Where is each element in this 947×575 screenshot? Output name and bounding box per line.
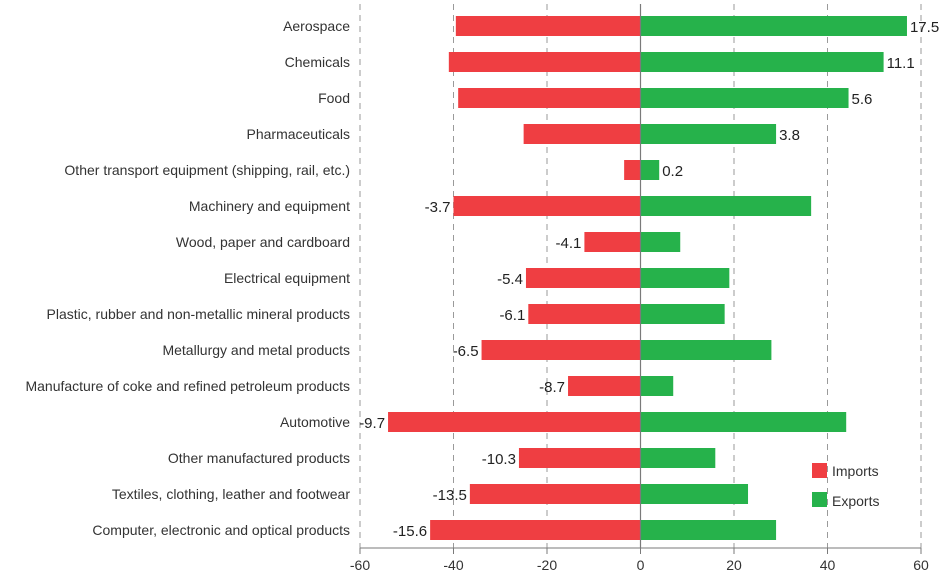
x-axis: -60 -40 -20 0 20 40 60 — [350, 4, 929, 573]
category-label: Computer, electronic and optical product… — [92, 522, 350, 538]
bar-imports-computer-electronic-and-optical-products — [430, 520, 641, 540]
x-tick-label: 40 — [820, 557, 836, 573]
category-label: Aerospace — [283, 18, 350, 34]
balance-label-electrical-equipment: -5.4 — [497, 271, 523, 288]
category-label: Textiles, clothing, leather and footwear — [112, 486, 350, 502]
bar-exports-wood-paper-and-cardboard — [640, 232, 681, 252]
bar-exports-other-manufactured-products — [640, 448, 716, 468]
bar-imports-manufacture-of-coke-and-refined-petroleum-products — [568, 376, 641, 396]
category-label: Automotive — [280, 414, 350, 430]
category-label: Manufacture of coke and refined petroleu… — [25, 378, 350, 394]
bars — [388, 16, 907, 540]
bar-exports-electrical-equipment — [640, 268, 730, 288]
bar-imports-pharmaceuticals — [523, 124, 641, 144]
x-tick-label: 20 — [726, 557, 742, 573]
x-tick-label: -60 — [350, 557, 370, 573]
balance-label-textiles-clothing-leather-and-footwear: -13.5 — [433, 487, 467, 504]
balance-label-metallurgy-and-metal-products: -6.5 — [453, 343, 479, 360]
balance-label-chemicals: 11.1 — [887, 55, 915, 72]
bar-imports-wood-paper-and-cardboard — [584, 232, 641, 252]
x-tick-label: 60 — [913, 557, 929, 573]
bar-exports-metallurgy-and-metal-products — [640, 340, 772, 360]
balance-label-plastic-rubber-and-non-metallic-mineral-products: -6.1 — [499, 307, 525, 324]
category-label: Food — [318, 90, 350, 106]
legend-swatch-imports — [812, 463, 827, 478]
bar-imports-metallurgy-and-metal-products — [481, 340, 641, 360]
bar-imports-food — [458, 88, 641, 108]
legend: Imports Exports — [812, 463, 879, 509]
balance-label-automotive: -9.7 — [359, 415, 385, 432]
legend-label-imports: Imports — [832, 463, 879, 479]
category-label: Plastic, rubber and non-metallic mineral… — [47, 306, 350, 322]
balance-label-machinery-and-equipment: -3.7 — [425, 199, 451, 216]
bar-exports-machinery-and-equipment — [640, 196, 812, 216]
balance-label-other-manufactured-products: -10.3 — [482, 451, 516, 468]
balance-label-other-transport-equipment-shipping-rail-etc: 0.2 — [662, 163, 683, 180]
bar-exports-plastic-rubber-and-non-metallic-mineral-products — [640, 304, 725, 324]
bar-imports-machinery-and-equipment — [453, 196, 641, 216]
bar-imports-automotive — [388, 412, 641, 432]
bar-exports-textiles-clothing-leather-and-footwear — [640, 484, 749, 504]
bar-exports-other-transport-equipment-shipping-rail-etc — [640, 160, 660, 180]
bar-imports-electrical-equipment — [525, 268, 641, 288]
balance-label-wood-paper-and-cardboard: -4.1 — [556, 235, 582, 252]
bar-imports-aerospace — [455, 16, 641, 36]
category-label: Metallurgy and metal products — [162, 342, 350, 358]
balance-label-food: 5.6 — [852, 91, 873, 108]
balance-label-manufacture-of-coke-and-refined-petroleum-products: -8.7 — [539, 379, 565, 396]
bar-exports-pharmaceuticals — [640, 124, 777, 144]
balance-label-aerospace: 17.5 — [910, 19, 939, 36]
bar-exports-computer-electronic-and-optical-products — [640, 520, 777, 540]
category-labels: Aerospace Chemicals Food Pharmaceuticals Oth… — [25, 18, 350, 538]
category-label: Pharmaceuticals — [247, 126, 351, 142]
balance-labels: 17.5 11.1 5.6 3.8 0.2 -3.7 -4.1 -5.4 -6.1 -6.5 -8.… — [359, 19, 939, 540]
category-label: Machinery and equipment — [189, 198, 350, 214]
category-label: Wood, paper and cardboard — [176, 234, 350, 250]
bar-exports-manufacture-of-coke-and-refined-petroleum-products — [640, 376, 674, 396]
bar-exports-aerospace — [640, 16, 907, 36]
bar-imports-chemicals — [448, 52, 641, 72]
balance-label-computer-electronic-and-optical-products: -15.6 — [393, 523, 427, 540]
bar-imports-other-manufactured-products — [518, 448, 641, 468]
category-label: Chemicals — [285, 54, 350, 70]
balance-label-pharmaceuticals: 3.8 — [779, 127, 800, 144]
bar-imports-other-transport-equipment-shipping-rail-etc — [624, 160, 641, 180]
category-label: Other transport equipment (shipping, rai… — [64, 162, 350, 178]
x-tick-label: -40 — [443, 557, 463, 573]
legend-swatch-exports — [812, 492, 827, 507]
bar-exports-food — [640, 88, 849, 108]
category-label: Other manufactured products — [168, 450, 350, 466]
bar-imports-plastic-rubber-and-non-metallic-mineral-products — [528, 304, 641, 324]
x-tick-label: -20 — [537, 557, 557, 573]
bar-exports-automotive — [640, 412, 847, 432]
category-label: Electrical equipment — [224, 270, 350, 286]
bar-exports-chemicals — [640, 52, 884, 72]
x-tick-label: 0 — [637, 557, 645, 573]
legend-label-exports: Exports — [832, 493, 879, 509]
bar-imports-textiles-clothing-leather-and-footwear — [469, 484, 641, 504]
